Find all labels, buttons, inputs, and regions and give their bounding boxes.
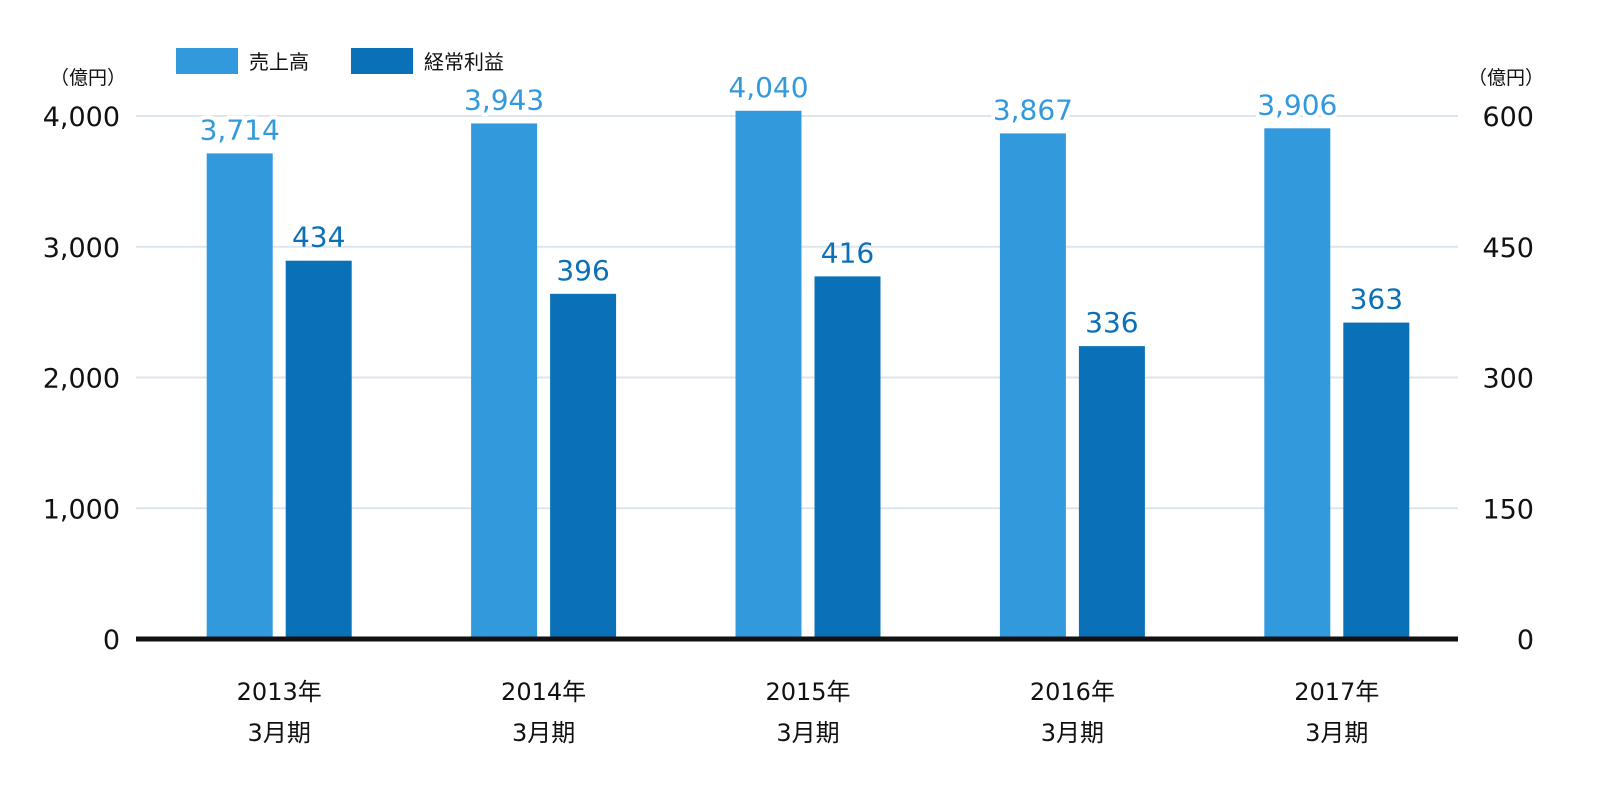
sales-value-label: 4,040: [728, 71, 808, 104]
sales-value-label-halo: 3,867: [993, 93, 1073, 126]
ordinary-profit-bar: [814, 276, 881, 639]
left-axis-unit: （億円）: [50, 67, 126, 89]
right-y-axis: （億円） 0 150 300 450 600: [1468, 67, 1544, 656]
category-label: 2015年: [765, 678, 850, 706]
category-label: 2014年: [501, 678, 586, 706]
sales-value-label: 3,867: [993, 93, 1073, 126]
ordinary-profit-value-label: 363: [1350, 283, 1403, 316]
left-y-axis: （億円） 0 1,000 2,000 3,000 4,000: [43, 67, 126, 656]
bars: [206, 110, 1410, 639]
sales-bar: [471, 123, 538, 639]
left-axis-tick-label: 1,000: [43, 494, 120, 525]
ordinary-profit-value-label: 396: [556, 254, 609, 287]
category-label: 3月期: [248, 719, 311, 747]
right-axis-tick-label: 150: [1482, 494, 1534, 525]
ordinary-profit-value-label: 434: [292, 221, 345, 254]
sales-value-label-halo: 3,943: [464, 83, 544, 116]
right-axis-tick-label: 0: [1517, 625, 1534, 656]
left-axis-tick-label: 4,000: [43, 102, 120, 133]
legend: 売上高 経常利益: [176, 48, 504, 74]
category-label: 3月期: [1041, 719, 1104, 747]
sales-bar: [206, 153, 273, 639]
category-label: 3月期: [512, 719, 575, 747]
category-label: 3月期: [776, 719, 839, 747]
sales-value-label: 3,906: [1257, 88, 1337, 121]
category-label: 2016年: [1030, 678, 1115, 706]
category-labels: 2013年 3月期 2014年 3月期 2015年 3月期 2016年 3月期 2017年 3月期: [237, 678, 1380, 747]
sales-value-label: 3,714: [200, 113, 280, 146]
sales-bar: [999, 133, 1066, 639]
ordinary-profit-bar: [285, 260, 352, 639]
ordinary-profit-bar: [550, 293, 617, 639]
legend-swatch-ordinary-profit: [351, 48, 413, 74]
right-axis-unit: （億円）: [1468, 67, 1544, 89]
sales-bar: [735, 110, 802, 639]
right-axis-tick-label: 450: [1482, 233, 1534, 264]
ordinary-profit-bar: [1343, 322, 1410, 639]
ordinary-profit-value-label: 336: [1085, 306, 1138, 339]
category-label: 3月期: [1305, 719, 1368, 747]
sales-value-label-halo: 4,040: [728, 71, 808, 104]
ordinary-profit-value-label: 416: [821, 236, 874, 269]
right-axis-tick-label: 600: [1482, 102, 1534, 133]
data-labels: 3,7143,7144343,9433,9433964,0404,0404163…: [196, 67, 1403, 339]
category-label: 2017年: [1294, 678, 1379, 706]
right-axis-tick-label: 300: [1482, 364, 1534, 395]
legend-swatch-sales: [176, 48, 238, 74]
left-axis-tick-label: 2,000: [43, 364, 120, 395]
sales-bar: [1264, 128, 1331, 639]
category-label: 2013年: [237, 678, 322, 706]
legend-label-sales: 売上高: [249, 50, 309, 74]
sales-value-label: 3,943: [464, 83, 544, 116]
sales-value-label-halo: 3,714: [200, 113, 280, 146]
legend-label-ordinary-profit: 経常利益: [424, 50, 504, 74]
ordinary-profit-bar: [1078, 346, 1145, 639]
left-axis-tick-label: 0: [103, 625, 120, 656]
sales-value-label-halo: 3,906: [1257, 88, 1337, 121]
left-axis-tick-label: 3,000: [43, 233, 120, 264]
